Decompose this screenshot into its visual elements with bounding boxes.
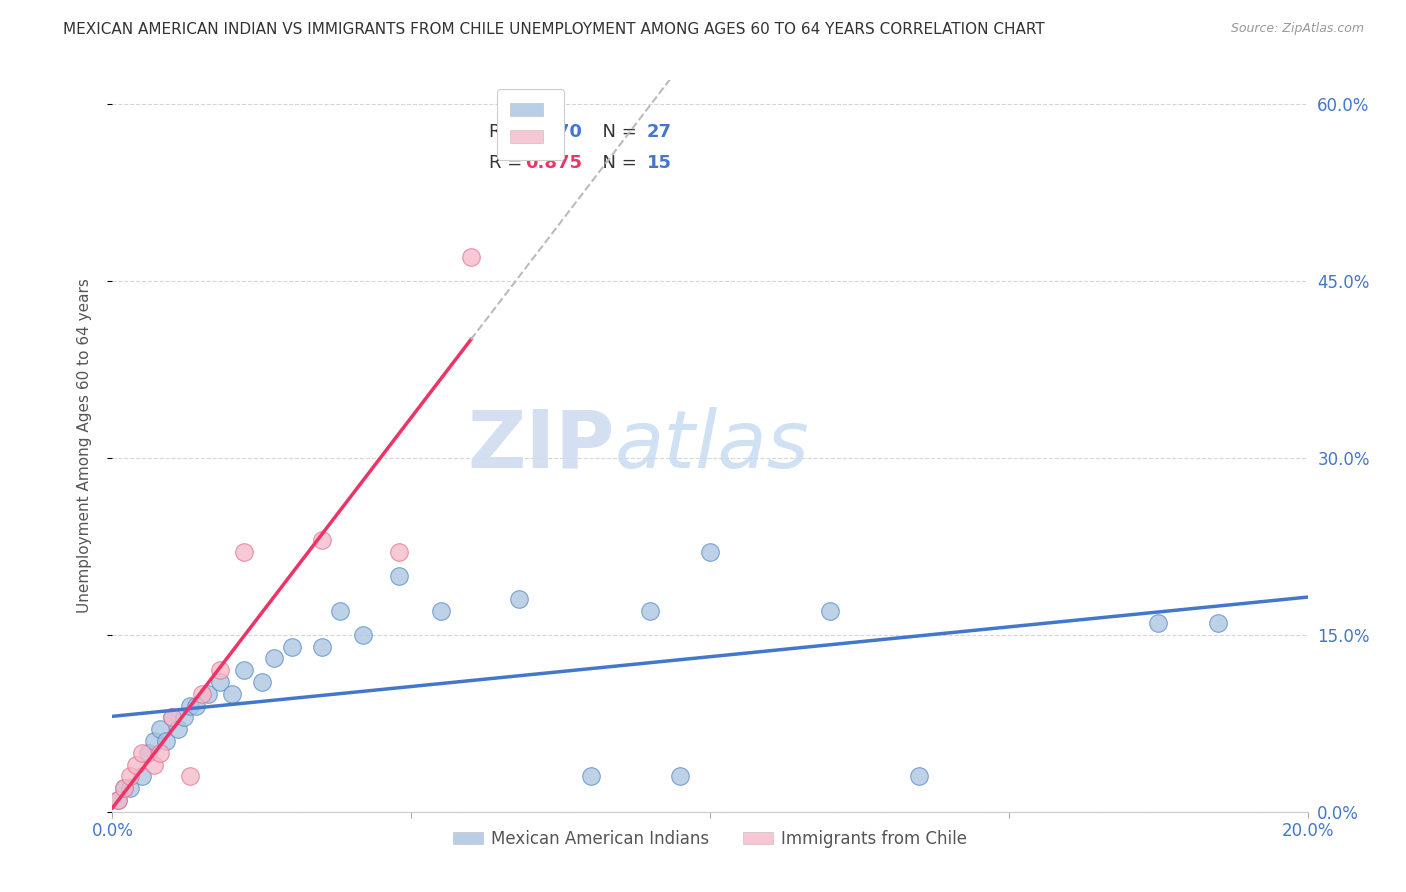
Point — [908, 769, 931, 783]
Point — [114, 781, 135, 796]
Point — [131, 769, 153, 783]
Point — [669, 769, 692, 783]
Point — [233, 545, 256, 559]
Point — [460, 250, 482, 264]
Point — [149, 746, 172, 760]
Text: Source: ZipAtlas.com: Source: ZipAtlas.com — [1230, 22, 1364, 36]
Point — [699, 545, 721, 559]
Point — [311, 533, 333, 548]
Text: R =: R = — [489, 154, 527, 172]
Point — [149, 722, 172, 736]
Point — [281, 640, 304, 654]
Point — [388, 545, 411, 559]
Point — [1147, 615, 1170, 630]
Point — [250, 675, 273, 690]
Text: R =: R = — [489, 122, 527, 141]
Point — [640, 604, 662, 618]
Point — [120, 769, 142, 783]
Text: atlas: atlas — [614, 407, 810, 485]
Legend: Mexican American Indians, Immigrants from Chile: Mexican American Indians, Immigrants fro… — [446, 823, 974, 855]
Point — [233, 663, 256, 677]
Point — [114, 781, 135, 796]
Point — [179, 698, 201, 713]
Point — [388, 568, 411, 582]
Point — [209, 675, 232, 690]
Point — [155, 734, 177, 748]
Point — [209, 663, 232, 677]
Point — [138, 746, 160, 760]
Point — [120, 781, 142, 796]
Point — [197, 687, 219, 701]
Point — [162, 710, 183, 724]
Text: N =: N = — [591, 154, 643, 172]
Point — [311, 640, 333, 654]
Text: 15: 15 — [647, 154, 672, 172]
Text: 27: 27 — [647, 122, 672, 141]
Point — [167, 722, 190, 736]
Point — [143, 734, 166, 748]
Point — [125, 757, 148, 772]
Point — [173, 710, 195, 724]
Point — [1206, 615, 1229, 630]
Text: ZIP: ZIP — [467, 407, 614, 485]
Point — [508, 592, 530, 607]
Point — [107, 793, 129, 807]
Text: MEXICAN AMERICAN INDIAN VS IMMIGRANTS FROM CHILE UNEMPLOYMENT AMONG AGES 60 TO 6: MEXICAN AMERICAN INDIAN VS IMMIGRANTS FR… — [63, 22, 1045, 37]
Point — [579, 769, 602, 783]
Point — [818, 604, 841, 618]
Point — [131, 746, 153, 760]
Y-axis label: Unemployment Among Ages 60 to 64 years: Unemployment Among Ages 60 to 64 years — [77, 278, 91, 614]
Point — [143, 757, 166, 772]
Text: 0.770: 0.770 — [524, 122, 582, 141]
Point — [329, 604, 352, 618]
Point — [179, 769, 201, 783]
Point — [263, 651, 285, 665]
Point — [162, 710, 183, 724]
Text: 0.875: 0.875 — [524, 154, 582, 172]
Point — [191, 687, 214, 701]
Text: N =: N = — [591, 122, 643, 141]
Point — [186, 698, 208, 713]
Point — [221, 687, 243, 701]
Point — [430, 604, 453, 618]
Point — [107, 793, 129, 807]
Point — [353, 628, 375, 642]
